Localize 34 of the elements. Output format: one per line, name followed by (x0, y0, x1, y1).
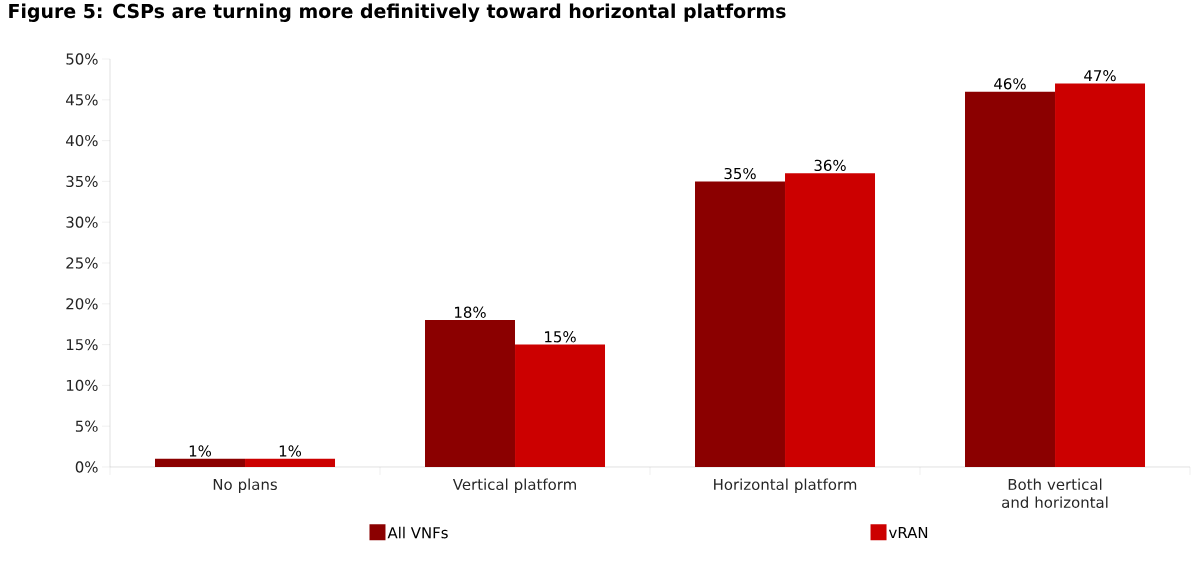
bar (785, 173, 876, 467)
y-tick-label: 40% (66, 134, 98, 147)
data-label: 18% (455, 306, 486, 318)
data-label: 1% (279, 445, 302, 457)
x-tick-label: Both vertical and horizontal (1002, 478, 1108, 509)
bar (155, 458, 245, 467)
data-label: 35% (724, 167, 756, 180)
y-tick-label: 30% (66, 216, 98, 228)
data-label: 36% (814, 159, 846, 172)
chart-title: Figure 5: CSPs are turning more definitively toward horizontal platforms (9, 3, 786, 22)
y-tick-label: 45% (66, 94, 98, 106)
x-tick-label: Vertical platform (452, 478, 576, 493)
y-tick-label: 35% (66, 175, 98, 188)
y-tick-label: 10% (66, 379, 98, 392)
y-tick-label: 20% (66, 298, 98, 310)
bar (1055, 83, 1146, 467)
bar (965, 91, 1055, 467)
data-label: 1% (189, 445, 212, 457)
data-label: 47% (1084, 69, 1116, 82)
x-tick-label: No plans (213, 478, 277, 493)
y-tick-label: 15% (66, 338, 98, 351)
y-tick-label: 50% (66, 53, 98, 65)
legend-label: vRAN (888, 527, 928, 538)
y-tick-label: 0% (75, 461, 98, 473)
bar (245, 458, 336, 467)
bar (425, 320, 515, 467)
x-tick-label: Horizontal platform (714, 478, 857, 493)
data-label: 15% (545, 331, 576, 343)
y-tick-label: 25% (66, 257, 98, 269)
y-tick-label: 5% (75, 420, 98, 432)
bar (695, 181, 785, 467)
legend-label: All VNFs (387, 526, 448, 539)
data-label: 46% (994, 78, 1026, 90)
bar (515, 344, 606, 467)
